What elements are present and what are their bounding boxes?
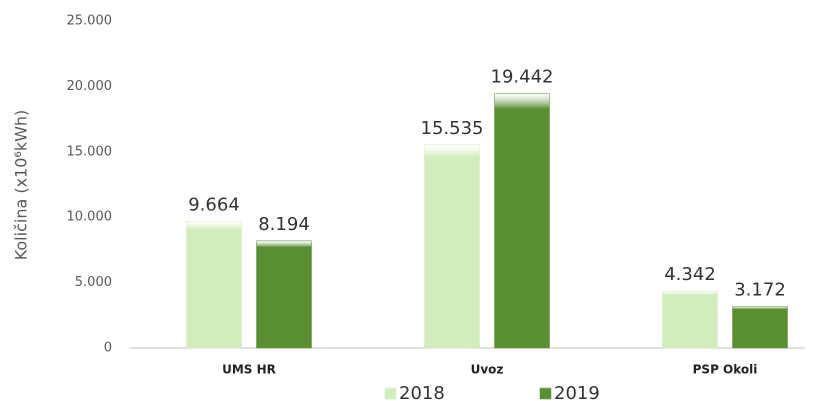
bar	[494, 93, 550, 349]
bar	[662, 290, 718, 349]
data-label: 9.664	[188, 195, 240, 216]
x-tick-label: UMS HR	[222, 363, 276, 377]
bar	[732, 306, 788, 349]
legend-label: 2018	[399, 383, 445, 401]
x-tick-label: PSP Okoli	[693, 363, 758, 377]
legend-label: 2019	[554, 383, 600, 401]
data-label: 8.194	[258, 214, 310, 235]
y-tick-label: 20.000	[67, 79, 113, 94]
data-label: 4.342	[664, 264, 716, 285]
bar	[256, 240, 312, 349]
y-tick-label: 10.000	[67, 210, 113, 225]
data-label: 19.442	[491, 67, 554, 88]
bar	[186, 221, 242, 349]
bar	[424, 144, 480, 349]
y-tick-label: 5.000	[75, 275, 112, 290]
legend-swatch	[539, 387, 552, 400]
y-axis-label: Količina (x10⁶kWh)	[12, 110, 31, 261]
y-tick-label: 15.000	[67, 144, 113, 159]
y-tick-label: 25.000	[67, 14, 113, 29]
x-tick-label: Uvoz	[471, 363, 504, 377]
legend-swatch	[384, 387, 397, 400]
data-label: 15.535	[421, 118, 484, 139]
data-label: 3.172	[734, 280, 786, 301]
y-tick-label: 0	[104, 341, 112, 356]
